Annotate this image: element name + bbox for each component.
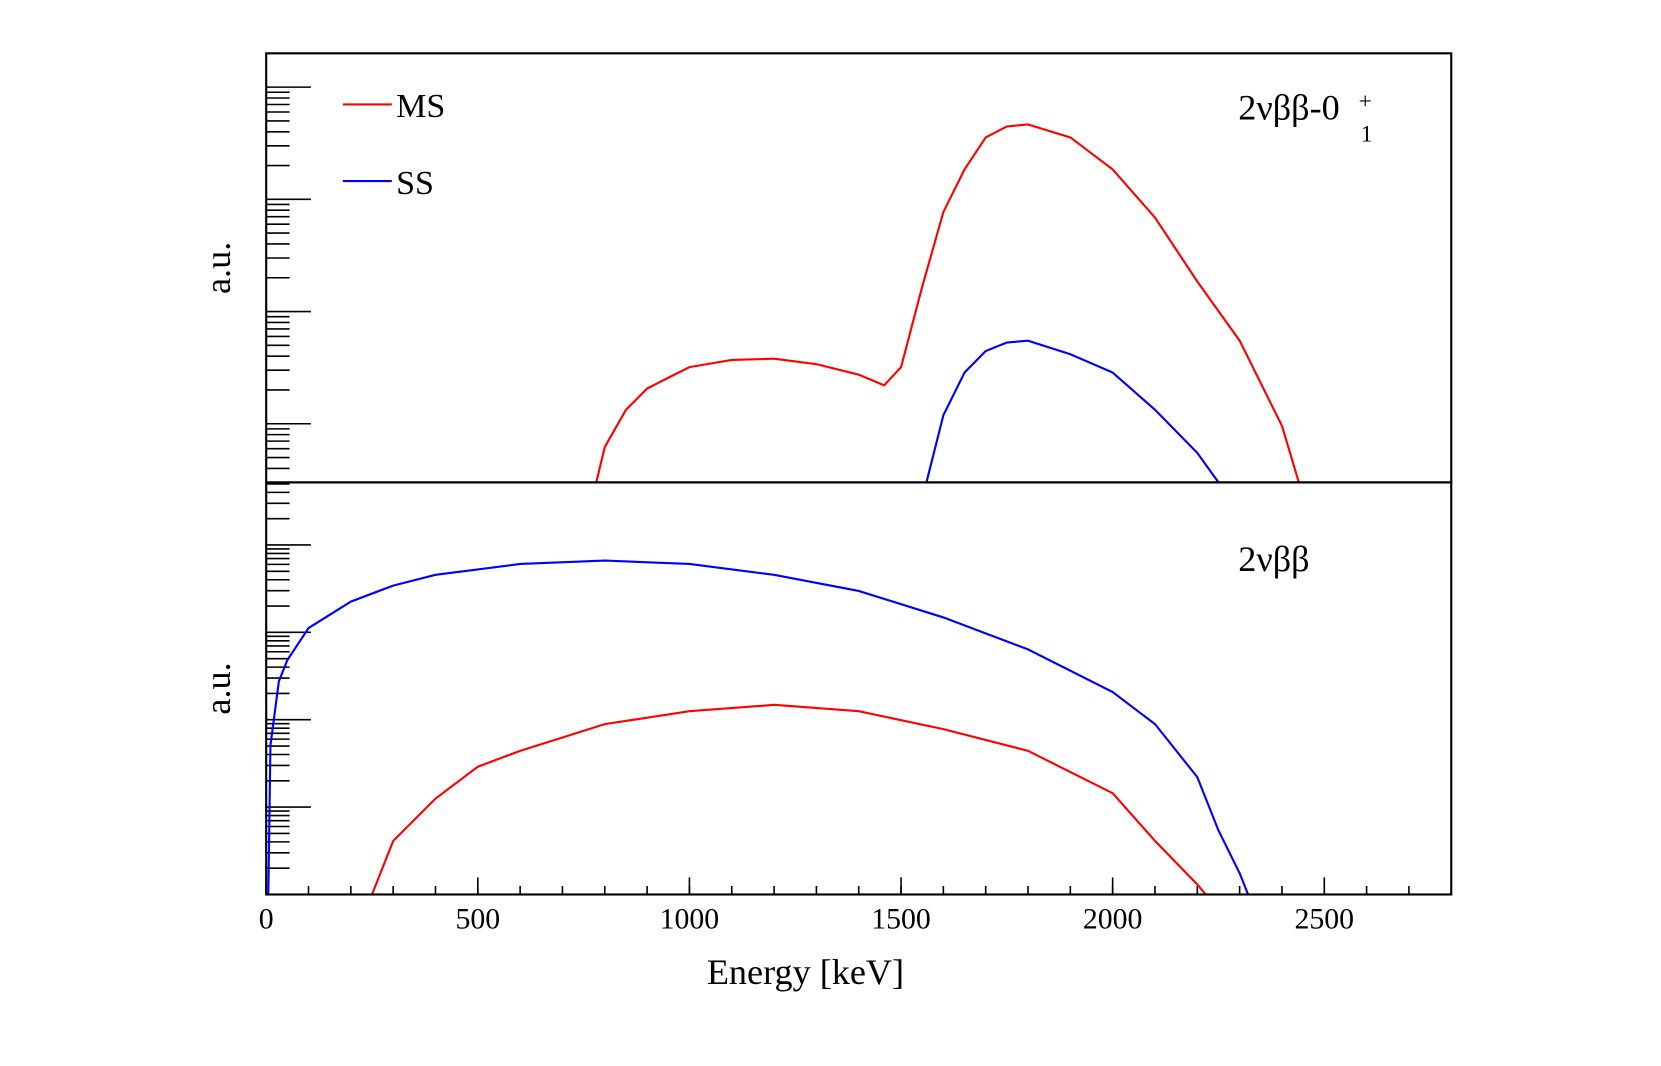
y-axis-label: a.u. (198, 242, 238, 294)
plot-frame (265, 481, 1453, 896)
x-tick-label: 2500 (1294, 903, 1354, 936)
annotation: 2νββ (1238, 539, 1309, 579)
legend-label: SS (396, 165, 434, 202)
annotation-text: 2νββ-0 (1238, 87, 1339, 127)
x-tick-label: 2000 (1083, 903, 1143, 936)
x-tick-label: 1500 (871, 903, 931, 936)
x-axis-label: Energy [keV] (707, 952, 904, 992)
annotation: 2νββ-0 (1238, 87, 1339, 127)
series-line (371, 703, 1207, 895)
series-line (595, 123, 1300, 483)
x-tick-label: 500 (455, 903, 500, 936)
x-tick-label: 0 (259, 903, 274, 936)
legend-label: MS (396, 88, 445, 125)
annotation-text: 2νββ (1238, 539, 1309, 579)
annotation-sub: 1 (1361, 122, 1373, 148)
series-line (267, 559, 1250, 895)
x-tick-label: 1000 (660, 903, 720, 936)
annotation-sup: + (1359, 89, 1372, 115)
series-line (925, 339, 1220, 483)
y-axis-label: a.u. (198, 662, 238, 714)
